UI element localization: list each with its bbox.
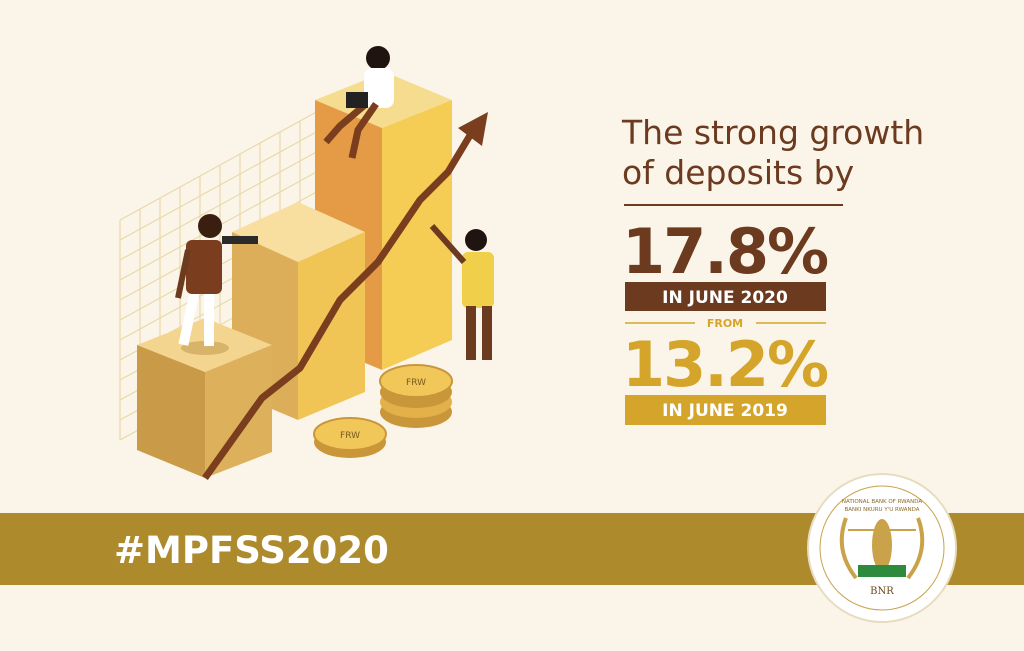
previous-value: 13.2%: [622, 328, 828, 401]
illustration-ellipse: [872, 519, 892, 571]
illustration-circle: [819, 485, 945, 611]
grid-line: [119, 149, 321, 261]
illustration-rect: [178, 288, 200, 346]
illustration-circle: [198, 214, 222, 238]
illustration-rect: [346, 92, 368, 108]
coin: FRW: [313, 417, 387, 458]
logo-name-local: BANKI NKURU Y'U RWANDA: [845, 507, 920, 513]
coin-label: FRW: [340, 431, 360, 441]
person-laptop: [323, 46, 394, 159]
grid-line: [119, 129, 321, 241]
person-arrow: [429, 224, 494, 360]
illustration-ellipse: [379, 364, 453, 398]
headline: of deposits by: [622, 153, 854, 192]
illustration-path: [323, 101, 369, 145]
illustration-rect: [482, 306, 492, 360]
previous-period-box: [625, 395, 826, 425]
bank-logo: NATIONAL BANK OF RWANDA BANKI NKURU Y'U …: [807, 473, 957, 623]
coin-label: FRW: [406, 378, 426, 388]
current-period: IN JUNE 2020: [662, 288, 788, 308]
illustration-rect: [204, 290, 214, 346]
illustration-line: [429, 224, 467, 264]
logo-abbr: BNR: [870, 586, 894, 597]
illustration-polygon: [205, 345, 272, 478]
illustration-circle: [465, 229, 487, 251]
hashtag: #MPFSS2020: [114, 529, 389, 572]
illustration-polygon: [382, 100, 452, 370]
illustration-path: [906, 517, 925, 580]
illustration-circle: [366, 46, 390, 70]
illustration-rect: [462, 252, 494, 308]
previous-period: IN JUNE 2019: [662, 401, 788, 421]
illustration-ellipse: [313, 417, 387, 451]
illustration-ellipse: [181, 341, 229, 355]
grid-line: [119, 109, 321, 221]
illustration-rect: [222, 236, 258, 244]
illustration-rect: [186, 240, 222, 294]
headline: The strong growth: [621, 113, 924, 152]
illustration-line: [175, 249, 191, 299]
current-value: 17.8%: [622, 215, 828, 288]
illustration-polygon: [137, 345, 205, 478]
illustration-rect: [466, 306, 476, 360]
illustration-rect: [858, 565, 906, 577]
illustration-polygon: [232, 202, 365, 262]
person-telescope: [175, 214, 258, 355]
arrow-head: [458, 112, 488, 146]
connector: FROM: [707, 317, 743, 330]
growth-arrow: [202, 130, 476, 481]
logo-name: NATIONAL BANK OF RWANDA: [842, 499, 922, 505]
illustration-path: [839, 517, 858, 580]
illustration-polygon: [298, 232, 365, 420]
illustration-path: [348, 102, 379, 159]
illustration-rect: [364, 68, 394, 108]
coin-stack: FRW: [379, 364, 453, 428]
current-period-box: [625, 282, 826, 311]
